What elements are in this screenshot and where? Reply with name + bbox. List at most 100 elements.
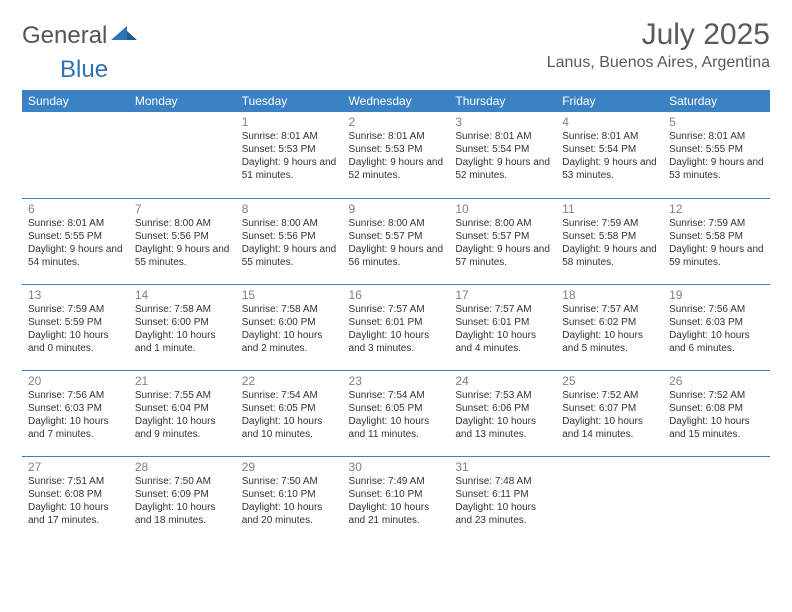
day-cell: 22Sunrise: 7:54 AMSunset: 6:05 PMDayligh…: [236, 370, 343, 456]
calendar-row: 6Sunrise: 8:01 AMSunset: 5:55 PMDaylight…: [22, 198, 770, 284]
calendar-row: 13Sunrise: 7:59 AMSunset: 5:59 PMDayligh…: [22, 284, 770, 370]
day-info: Sunrise: 7:52 AMSunset: 6:07 PMDaylight:…: [562, 389, 657, 441]
location-text: Lanus, Buenos Aires, Argentina: [547, 54, 770, 72]
calendar-table: SundayMondayTuesdayWednesdayThursdayFrid…: [22, 90, 770, 542]
day-number: 19: [669, 288, 764, 302]
day-info: Sunrise: 7:50 AMSunset: 6:10 PMDaylight:…: [242, 475, 337, 527]
day-info: Sunrise: 7:58 AMSunset: 6:00 PMDaylight:…: [135, 303, 230, 355]
empty-cell: [22, 112, 129, 198]
day-info: Sunrise: 8:01 AMSunset: 5:55 PMDaylight:…: [28, 217, 123, 269]
month-title: July 2025: [547, 18, 770, 52]
day-info: Sunrise: 8:00 AMSunset: 5:57 PMDaylight:…: [455, 217, 550, 269]
day-info: Sunrise: 8:00 AMSunset: 5:57 PMDaylight:…: [349, 217, 444, 269]
day-info: Sunrise: 8:01 AMSunset: 5:54 PMDaylight:…: [562, 130, 657, 182]
day-number: 15: [242, 288, 337, 302]
day-info: Sunrise: 7:57 AMSunset: 6:01 PMDaylight:…: [455, 303, 550, 355]
day-number: 22: [242, 374, 337, 388]
weekday-header: Thursday: [449, 90, 556, 112]
day-cell: 7Sunrise: 8:00 AMSunset: 5:56 PMDaylight…: [129, 198, 236, 284]
day-info: Sunrise: 7:48 AMSunset: 6:11 PMDaylight:…: [455, 475, 550, 527]
day-cell: 16Sunrise: 7:57 AMSunset: 6:01 PMDayligh…: [343, 284, 450, 370]
day-cell: 18Sunrise: 7:57 AMSunset: 6:02 PMDayligh…: [556, 284, 663, 370]
day-info: Sunrise: 7:49 AMSunset: 6:10 PMDaylight:…: [349, 475, 444, 527]
day-cell: 23Sunrise: 7:54 AMSunset: 6:05 PMDayligh…: [343, 370, 450, 456]
day-info: Sunrise: 7:57 AMSunset: 6:02 PMDaylight:…: [562, 303, 657, 355]
day-cell: 5Sunrise: 8:01 AMSunset: 5:55 PMDaylight…: [663, 112, 770, 198]
day-number: 27: [28, 460, 123, 474]
day-cell: 25Sunrise: 7:52 AMSunset: 6:07 PMDayligh…: [556, 370, 663, 456]
weekday-header: Monday: [129, 90, 236, 112]
brand-mark-icon: [111, 24, 137, 49]
day-number: 11: [562, 202, 657, 216]
brand-text-blue: Blue: [60, 56, 108, 83]
day-cell: 24Sunrise: 7:53 AMSunset: 6:06 PMDayligh…: [449, 370, 556, 456]
weekday-header: Saturday: [663, 90, 770, 112]
day-number: 29: [242, 460, 337, 474]
calendar-row: 1Sunrise: 8:01 AMSunset: 5:53 PMDaylight…: [22, 112, 770, 198]
day-info: Sunrise: 7:57 AMSunset: 6:01 PMDaylight:…: [349, 303, 444, 355]
day-number: 2: [349, 115, 444, 129]
day-number: 10: [455, 202, 550, 216]
day-cell: 17Sunrise: 7:57 AMSunset: 6:01 PMDayligh…: [449, 284, 556, 370]
day-cell: 27Sunrise: 7:51 AMSunset: 6:08 PMDayligh…: [22, 456, 129, 542]
day-number: 8: [242, 202, 337, 216]
day-cell: 20Sunrise: 7:56 AMSunset: 6:03 PMDayligh…: [22, 370, 129, 456]
day-number: 25: [562, 374, 657, 388]
day-cell: 3Sunrise: 8:01 AMSunset: 5:54 PMDaylight…: [449, 112, 556, 198]
day-number: 23: [349, 374, 444, 388]
day-cell: 9Sunrise: 8:00 AMSunset: 5:57 PMDaylight…: [343, 198, 450, 284]
calendar-row: 27Sunrise: 7:51 AMSunset: 6:08 PMDayligh…: [22, 456, 770, 542]
calendar-page: General July 2025 Lanus, Buenos Aires, A…: [0, 0, 792, 552]
day-cell: 13Sunrise: 7:59 AMSunset: 5:59 PMDayligh…: [22, 284, 129, 370]
day-info: Sunrise: 7:54 AMSunset: 6:05 PMDaylight:…: [349, 389, 444, 441]
day-info: Sunrise: 7:59 AMSunset: 5:59 PMDaylight:…: [28, 303, 123, 355]
day-number: 24: [455, 374, 550, 388]
day-number: 4: [562, 115, 657, 129]
day-cell: 10Sunrise: 8:00 AMSunset: 5:57 PMDayligh…: [449, 198, 556, 284]
day-info: Sunrise: 7:53 AMSunset: 6:06 PMDaylight:…: [455, 389, 550, 441]
day-info: Sunrise: 7:59 AMSunset: 5:58 PMDaylight:…: [562, 217, 657, 269]
day-info: Sunrise: 7:54 AMSunset: 6:05 PMDaylight:…: [242, 389, 337, 441]
brand-logo: General: [22, 18, 139, 50]
weekday-header: Wednesday: [343, 90, 450, 112]
day-number: 21: [135, 374, 230, 388]
day-cell: 31Sunrise: 7:48 AMSunset: 6:11 PMDayligh…: [449, 456, 556, 542]
day-cell: 2Sunrise: 8:01 AMSunset: 5:53 PMDaylight…: [343, 112, 450, 198]
day-info: Sunrise: 7:51 AMSunset: 6:08 PMDaylight:…: [28, 475, 123, 527]
day-number: 26: [669, 374, 764, 388]
calendar-head: SundayMondayTuesdayWednesdayThursdayFrid…: [22, 90, 770, 112]
day-number: 3: [455, 115, 550, 129]
day-info: Sunrise: 8:01 AMSunset: 5:53 PMDaylight:…: [349, 130, 444, 182]
day-info: Sunrise: 8:01 AMSunset: 5:54 PMDaylight:…: [455, 130, 550, 182]
day-info: Sunrise: 7:58 AMSunset: 6:00 PMDaylight:…: [242, 303, 337, 355]
weekday-header: Friday: [556, 90, 663, 112]
day-number: 9: [349, 202, 444, 216]
day-cell: 30Sunrise: 7:49 AMSunset: 6:10 PMDayligh…: [343, 456, 450, 542]
day-number: 5: [669, 115, 764, 129]
day-cell: 4Sunrise: 8:01 AMSunset: 5:54 PMDaylight…: [556, 112, 663, 198]
empty-cell: [556, 456, 663, 542]
calendar-body: 1Sunrise: 8:01 AMSunset: 5:53 PMDaylight…: [22, 112, 770, 542]
day-number: 20: [28, 374, 123, 388]
day-cell: 28Sunrise: 7:50 AMSunset: 6:09 PMDayligh…: [129, 456, 236, 542]
day-info: Sunrise: 7:55 AMSunset: 6:04 PMDaylight:…: [135, 389, 230, 441]
title-block: July 2025 Lanus, Buenos Aires, Argentina: [547, 18, 770, 72]
day-number: 30: [349, 460, 444, 474]
day-info: Sunrise: 7:56 AMSunset: 6:03 PMDaylight:…: [669, 303, 764, 355]
day-info: Sunrise: 7:59 AMSunset: 5:58 PMDaylight:…: [669, 217, 764, 269]
day-number: 31: [455, 460, 550, 474]
day-number: 14: [135, 288, 230, 302]
calendar-row: 20Sunrise: 7:56 AMSunset: 6:03 PMDayligh…: [22, 370, 770, 456]
day-number: 13: [28, 288, 123, 302]
day-number: 6: [28, 202, 123, 216]
day-cell: 12Sunrise: 7:59 AMSunset: 5:58 PMDayligh…: [663, 198, 770, 284]
day-number: 12: [669, 202, 764, 216]
day-info: Sunrise: 8:01 AMSunset: 5:55 PMDaylight:…: [669, 130, 764, 182]
day-cell: 1Sunrise: 8:01 AMSunset: 5:53 PMDaylight…: [236, 112, 343, 198]
day-number: 28: [135, 460, 230, 474]
day-number: 18: [562, 288, 657, 302]
day-info: Sunrise: 7:52 AMSunset: 6:08 PMDaylight:…: [669, 389, 764, 441]
day-info: Sunrise: 8:01 AMSunset: 5:53 PMDaylight:…: [242, 130, 337, 182]
day-info: Sunrise: 7:50 AMSunset: 6:09 PMDaylight:…: [135, 475, 230, 527]
day-cell: 29Sunrise: 7:50 AMSunset: 6:10 PMDayligh…: [236, 456, 343, 542]
